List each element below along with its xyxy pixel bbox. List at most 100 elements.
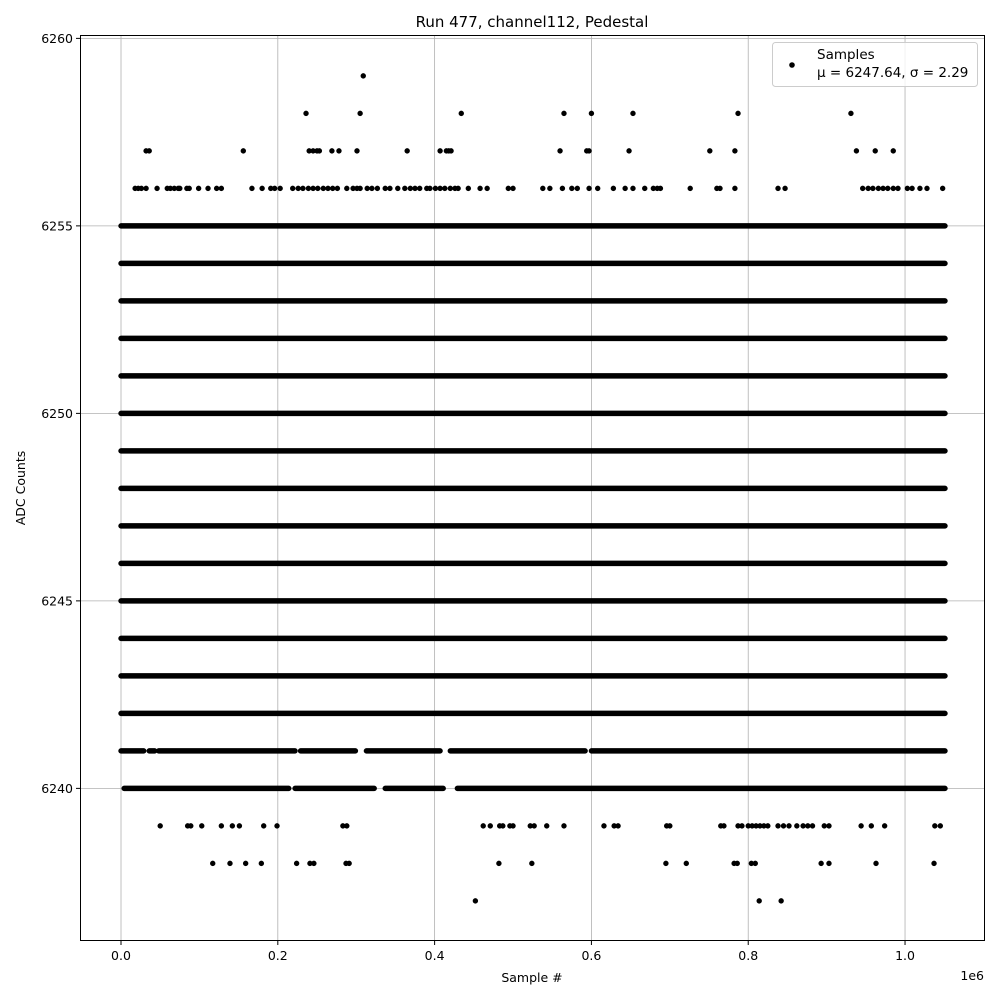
sample-point (610, 185, 617, 192)
sample-point (274, 823, 280, 829)
sample-point (924, 185, 930, 192)
sample-point (859, 185, 866, 192)
sample-point (761, 823, 767, 829)
sample-point (496, 860, 502, 867)
sample-point (875, 185, 882, 192)
sample-point (442, 185, 448, 192)
sample-point (748, 860, 755, 867)
sample-point (236, 823, 243, 829)
sample-point (775, 823, 781, 829)
sample-point (707, 148, 713, 154)
sample-point (630, 185, 636, 192)
sample-point (295, 185, 301, 192)
axis-ticks: 0.0 0.2 0.4 0.6 0.8 1.0 6240 6245 6250 6255 6260 (41, 31, 915, 963)
sample-point (188, 823, 194, 829)
sample-point (315, 185, 321, 192)
sample-point (229, 823, 236, 829)
sample-point (880, 185, 886, 192)
sample-point (932, 823, 938, 829)
sample-point (417, 185, 423, 192)
sample-point (307, 860, 313, 867)
sample-point (510, 185, 516, 192)
sample-point (277, 185, 283, 192)
sample-point (527, 823, 533, 829)
sample-point (213, 185, 220, 192)
sample-point (749, 823, 755, 829)
sample-point (757, 823, 763, 829)
x-tick-label: 0.6 (581, 948, 601, 963)
sample-point (805, 823, 811, 829)
sample-point (357, 185, 363, 192)
sample-point (657, 185, 664, 192)
sample-point (455, 185, 461, 192)
sample-point (310, 148, 316, 154)
sample-point (561, 823, 567, 829)
sample-point (437, 148, 443, 154)
sample-point (569, 185, 575, 192)
sample-point (402, 185, 408, 192)
sample-point (316, 148, 323, 154)
sample-point (186, 185, 192, 192)
sample-point (447, 185, 453, 192)
sample-point (325, 185, 331, 192)
sample-point (432, 185, 439, 192)
sample-point (344, 823, 350, 829)
y-tick-label: 6250 (41, 406, 73, 421)
sample-point (818, 860, 824, 867)
sample-point (210, 860, 216, 867)
sample-point (826, 823, 832, 829)
sample-point (407, 185, 414, 192)
sample-point (586, 148, 592, 154)
sample-point (437, 185, 443, 192)
sample-point (320, 185, 326, 192)
sample-point (240, 148, 247, 154)
sample-point (667, 823, 673, 829)
y-tick-label: 6245 (41, 593, 73, 608)
legend-stats: μ = 6247.64, σ = 2.29 (817, 65, 968, 81)
sample-point (881, 823, 888, 829)
sample-point (531, 823, 537, 829)
sample-point (487, 823, 493, 829)
sample-point (293, 860, 300, 867)
sample-point (171, 185, 178, 192)
sample-point (775, 185, 781, 192)
sample-point (305, 185, 312, 192)
sample-point (756, 898, 762, 904)
sample-point (873, 860, 879, 867)
sample-point (601, 823, 607, 829)
sample-point (344, 185, 350, 192)
sample-point (872, 148, 878, 154)
sample-point (340, 823, 346, 829)
sample-point (336, 148, 342, 154)
sample-point (448, 148, 454, 154)
sample-point (364, 185, 370, 192)
x-tick-label: 0.8 (738, 948, 758, 963)
sample-point (868, 823, 875, 829)
sample-point (561, 110, 567, 117)
sample-point (780, 823, 787, 829)
sample-point (484, 185, 490, 192)
sample-point (732, 148, 738, 154)
sample-point (765, 823, 771, 829)
x-axis-label: Sample # (501, 970, 562, 985)
sample-point (931, 860, 937, 867)
y-tick-label: 6255 (41, 218, 73, 233)
sample-point (735, 110, 741, 117)
sample-point (177, 185, 183, 192)
sample-point (939, 185, 946, 192)
sample-point (717, 185, 723, 192)
sample-point (354, 148, 360, 154)
sample-point (663, 860, 669, 867)
sample-point (310, 185, 316, 192)
sample-point (412, 185, 418, 192)
sample-point (683, 860, 689, 867)
sample-point (387, 185, 393, 192)
sample-point (909, 185, 915, 192)
sample-point (858, 823, 864, 829)
sample-point (626, 148, 632, 154)
sample-point (360, 73, 366, 79)
sample-point (752, 860, 758, 867)
legend: Samples μ = 6247.64, σ = 2.29 (772, 42, 978, 87)
sample-point (687, 185, 693, 192)
